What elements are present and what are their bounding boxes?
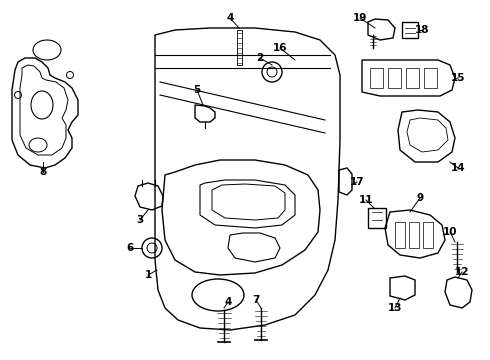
Text: 6: 6 — [126, 243, 134, 253]
Text: 10: 10 — [443, 227, 457, 237]
Text: 5: 5 — [194, 85, 200, 95]
Text: 3: 3 — [136, 215, 144, 225]
Text: 11: 11 — [359, 195, 373, 205]
Text: 8: 8 — [39, 167, 47, 177]
Text: 13: 13 — [388, 303, 402, 313]
Text: 18: 18 — [415, 25, 429, 35]
Text: 19: 19 — [353, 13, 367, 23]
Text: 17: 17 — [350, 177, 364, 187]
Text: 2: 2 — [256, 53, 264, 63]
Text: 4: 4 — [224, 297, 232, 307]
Text: 16: 16 — [273, 43, 287, 53]
Text: 9: 9 — [416, 193, 423, 203]
Text: 15: 15 — [451, 73, 465, 83]
Text: 14: 14 — [451, 163, 465, 173]
Text: 7: 7 — [252, 295, 260, 305]
Text: 4: 4 — [226, 13, 234, 23]
Text: 1: 1 — [145, 270, 151, 280]
Text: 12: 12 — [455, 267, 469, 277]
